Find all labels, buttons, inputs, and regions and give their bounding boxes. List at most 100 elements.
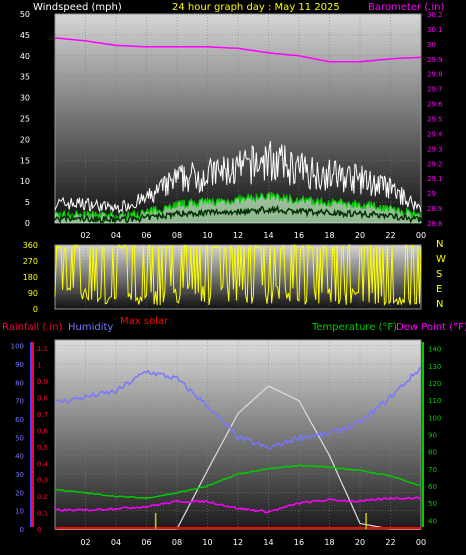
temp-axis-ticks: 40 50 60 70 80 90 100 110 120 130 140 bbox=[428, 346, 441, 526]
humidity-tick-label: 10 bbox=[15, 508, 24, 516]
x-tick-label: 04 bbox=[111, 538, 121, 547]
humidity-tick-label: 100 bbox=[11, 343, 24, 351]
graph-title: 24 hour graph day : May 11 2025 bbox=[172, 2, 340, 13]
temp-tick-label: 100 bbox=[428, 414, 441, 422]
wind-axis-title: Windspeed (mph) bbox=[33, 2, 122, 13]
wind-tick-label: 25 bbox=[20, 115, 30, 124]
x-tick-label: 08 bbox=[172, 538, 182, 547]
humidity-label: Humidity bbox=[68, 322, 113, 333]
x-tick-label: 18 bbox=[324, 538, 334, 547]
rain-axis-ticks: 0 0.1 0.2 0.3 0.4 0.5 0.6 0.7 0.8 0.9 1 1.1 bbox=[37, 345, 49, 534]
humidity-axis-ticks: 0 10 20 30 40 50 60 70 80 90 100 bbox=[11, 343, 24, 534]
direction-series bbox=[54, 243, 422, 307]
x-tick-label: 02 bbox=[80, 538, 90, 547]
rain-tick-label: 0.7 bbox=[37, 411, 48, 419]
x-tick-label: 00 bbox=[416, 538, 426, 547]
temperature-line bbox=[54, 464, 422, 499]
barometer-axis-title: Barometer (.in) bbox=[368, 2, 444, 13]
barometer-tick-label: 29.7 bbox=[427, 86, 443, 94]
wind-axis-ticks: 0 5 10 15 20 25 30 35 40 45 50 bbox=[20, 10, 30, 228]
humidity-tick-label: 50 bbox=[15, 434, 24, 442]
rain-tick-label: 1.1 bbox=[37, 345, 48, 353]
direction-tick-label: 270 bbox=[23, 257, 38, 266]
direction-tick-label: 360 bbox=[23, 241, 38, 250]
barometer-tick-label: 28.9 bbox=[427, 205, 443, 213]
wind-low-line bbox=[54, 204, 422, 225]
barometer-tick-label: 29.9 bbox=[427, 56, 443, 64]
temp-tick-label: 50 bbox=[428, 500, 437, 508]
compass-letter: N bbox=[436, 299, 443, 310]
rain-tick-label: 0.4 bbox=[37, 460, 49, 468]
barometer-tick-label: 29 bbox=[427, 190, 436, 198]
temp-tick-label: 70 bbox=[428, 466, 437, 474]
compass-letter: N bbox=[436, 239, 443, 250]
x-tick-label: 04 bbox=[111, 231, 121, 240]
barometer-tick-label: 29.5 bbox=[427, 116, 443, 124]
x-tick-label: 14 bbox=[263, 538, 273, 547]
wind-tick-label: 30 bbox=[20, 94, 30, 103]
rain-tick-label: 0.5 bbox=[37, 444, 48, 452]
humidity-tick-label: 0 bbox=[20, 526, 24, 534]
wind-tick-label: 40 bbox=[20, 52, 30, 61]
x-tick-label: 00 bbox=[416, 231, 426, 240]
humidity-tick-label: 90 bbox=[15, 361, 24, 369]
x-tick-label: 22 bbox=[385, 538, 395, 547]
rain-tick-label: 0.1 bbox=[37, 510, 48, 518]
x-tick-label: 16 bbox=[294, 231, 304, 240]
barometer-tick-label: 30.1 bbox=[427, 26, 443, 34]
direction-tick-label: 180 bbox=[23, 273, 38, 282]
dewpoint-label: Dew Point (°F) bbox=[396, 322, 466, 333]
temp-tick-label: 130 bbox=[428, 363, 441, 371]
rain-tick-label: 0.6 bbox=[37, 427, 49, 435]
wind-series bbox=[54, 37, 422, 225]
temp-tick-label: 110 bbox=[428, 397, 441, 405]
humidity-tick-label: 20 bbox=[15, 489, 24, 497]
rain-tick-label: 0 bbox=[37, 526, 41, 534]
wind-gust-line bbox=[54, 141, 422, 215]
barometer-tick-label: 29.4 bbox=[427, 130, 443, 138]
max-solar-label: Max solar bbox=[120, 316, 169, 327]
barometer-tick-label: 29.6 bbox=[427, 101, 443, 109]
x-tick-label: 06 bbox=[141, 538, 151, 547]
wind-tick-label: 10 bbox=[20, 177, 30, 186]
climate-x-ticks: 02 04 06 08 10 12 14 16 18 20 22 00 bbox=[80, 538, 426, 547]
rain-tick-label: 0.2 bbox=[37, 493, 48, 501]
barometer-tick-label: 30 bbox=[427, 41, 436, 49]
x-tick-label: 12 bbox=[233, 231, 243, 240]
x-tick-label: 12 bbox=[233, 538, 243, 547]
barometer-line bbox=[54, 37, 422, 63]
humidity-line bbox=[54, 366, 422, 450]
x-tick-label: 08 bbox=[172, 231, 182, 240]
humidity-tick-label: 70 bbox=[15, 398, 24, 406]
temp-tick-label: 80 bbox=[428, 449, 437, 457]
barometer-tick-label: 30.2 bbox=[427, 11, 443, 19]
temp-tick-label: 120 bbox=[428, 380, 441, 388]
temperature-label: Temperature (°F) bbox=[311, 322, 397, 333]
x-tick-label: 14 bbox=[263, 231, 273, 240]
direction-tick-label: 90 bbox=[28, 289, 38, 298]
rain-tick-label: 1 bbox=[37, 362, 41, 370]
x-tick-label: 18 bbox=[324, 231, 334, 240]
x-tick-label: 20 bbox=[355, 231, 365, 240]
rainfall-label: Rainfall (.in) bbox=[2, 322, 63, 333]
barometer-axis-ticks: 28.8 28.9 29 29.1 29.2 29.3 29.4 29.5 29.6 29.7 29… bbox=[427, 11, 443, 228]
barometer-tick-label: 29.3 bbox=[427, 145, 443, 153]
temp-tick-label: 140 bbox=[428, 346, 441, 354]
barometer-tick-label: 28.8 bbox=[427, 220, 443, 228]
humidity-tick-label: 30 bbox=[15, 471, 24, 479]
wind-tick-label: 50 bbox=[20, 10, 30, 19]
wind-tick-label: 35 bbox=[20, 73, 30, 82]
dewpoint-line bbox=[54, 496, 422, 514]
x-tick-label: 10 bbox=[202, 538, 212, 547]
direction-line bbox=[54, 243, 422, 307]
barometer-tick-label: 29.8 bbox=[427, 71, 443, 79]
direction-tick-label: 0 bbox=[33, 305, 38, 314]
x-tick-label: 22 bbox=[385, 231, 395, 240]
x-tick-label: 20 bbox=[355, 538, 365, 547]
humidity-tick-label: 80 bbox=[15, 379, 24, 387]
humidity-tick-label: 60 bbox=[15, 416, 24, 424]
wind-tick-label: 45 bbox=[20, 31, 30, 40]
rain-tick-label: 0.9 bbox=[37, 378, 48, 386]
